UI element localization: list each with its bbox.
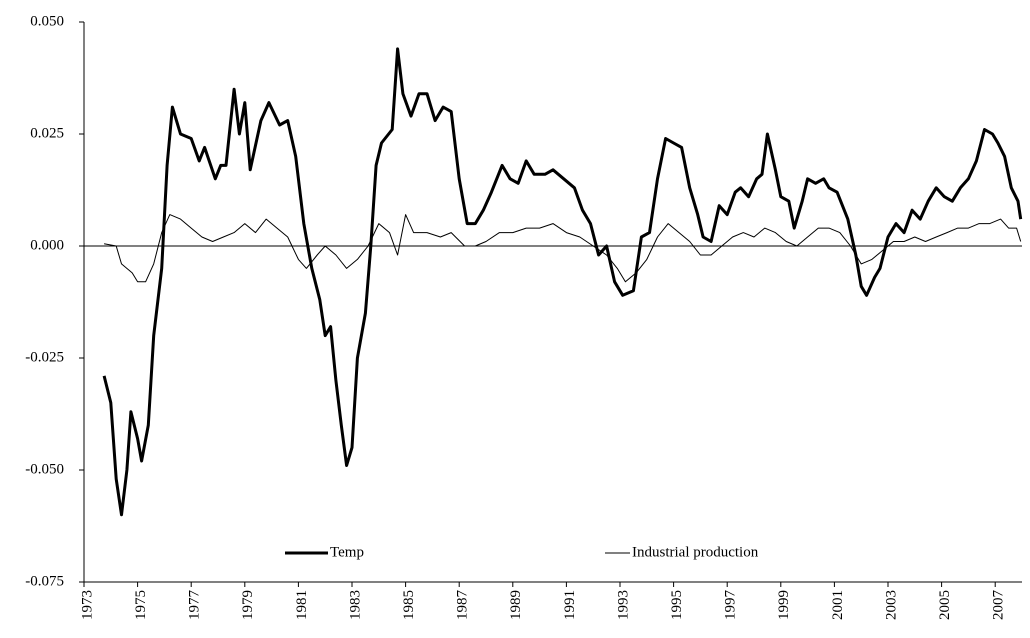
x-tick-label: 1987 [455,590,471,621]
x-tick-label: 2005 [937,590,953,620]
x-tick-label: 1989 [508,590,524,620]
x-tick-label: 1977 [187,590,203,621]
x-tick-label: 1991 [562,590,578,620]
series-line [102,47,1023,517]
x-tick-label: 2001 [830,590,846,620]
y-tick-label: 0.025 [30,125,64,141]
y-tick-label: -0.050 [25,461,64,477]
y-tick-label: 0.000 [30,237,64,253]
x-tick-label: 1997 [723,590,739,621]
x-tick-label: 1979 [240,590,256,620]
x-tick-label: 1985 [401,590,417,620]
x-tick-label: 1975 [133,590,149,620]
x-tick-label: 1993 [615,590,631,620]
x-tick-label: 1983 [347,590,363,620]
x-tick-label: 1999 [776,590,792,620]
x-tick-label: 1995 [669,590,685,620]
legend-label: Industrial production [632,544,759,560]
series-line [104,214,1022,283]
x-tick-label: 1973 [79,590,95,620]
y-tick-label: -0.025 [25,349,64,365]
legend-label: Temp [330,544,364,560]
x-tick-label: 1981 [294,590,310,620]
y-tick-label: 0.050 [30,13,64,29]
x-tick-label: 2003 [883,590,899,620]
y-tick-label: -0.075 [25,573,64,589]
x-tick-label: 2007 [991,590,1007,621]
